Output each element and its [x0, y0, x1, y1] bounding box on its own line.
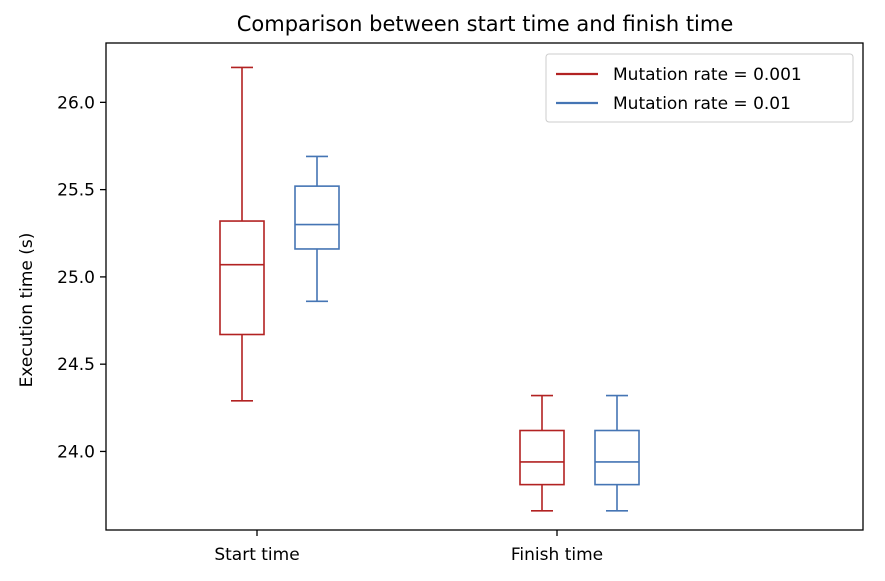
x-axis-ticks: Start time Finish time [214, 530, 603, 565]
x-tick-label: Start time [214, 545, 299, 565]
y-tick-label: 24.5 [57, 355, 95, 375]
y-tick-label: 25.5 [57, 181, 95, 201]
iqr-box [219, 220, 265, 336]
box-low-rate [519, 394, 565, 512]
box-high-rate [294, 155, 340, 303]
legend-label: Mutation rate = 0.001 [613, 65, 802, 85]
y-tick-label: 25.0 [57, 268, 95, 288]
iqr-box [594, 429, 640, 486]
y-axis-label: Execution time (s) [17, 233, 37, 388]
x-tick-label: Finish time [511, 545, 603, 565]
y-tick-label: 24.0 [57, 442, 95, 462]
legend-frame [545, 53, 854, 123]
legend-label: Mutation rate = 0.01 [613, 94, 791, 114]
iqr-box [519, 429, 565, 486]
plot-area-frame [105, 42, 864, 531]
iqr-box [294, 185, 340, 250]
y-axis-ticks: 24.0 24.5 25.0 25.5 26.0 [57, 93, 106, 462]
y-tick-label: 26.0 [57, 93, 95, 113]
box-series-group [219, 66, 640, 512]
chart-title: Comparison between start time and finish… [237, 12, 734, 36]
box-low-rate [219, 66, 265, 402]
box-high-rate [594, 394, 640, 512]
legend: Mutation rate = 0.001 Mutation rate = 0.0… [545, 53, 854, 123]
